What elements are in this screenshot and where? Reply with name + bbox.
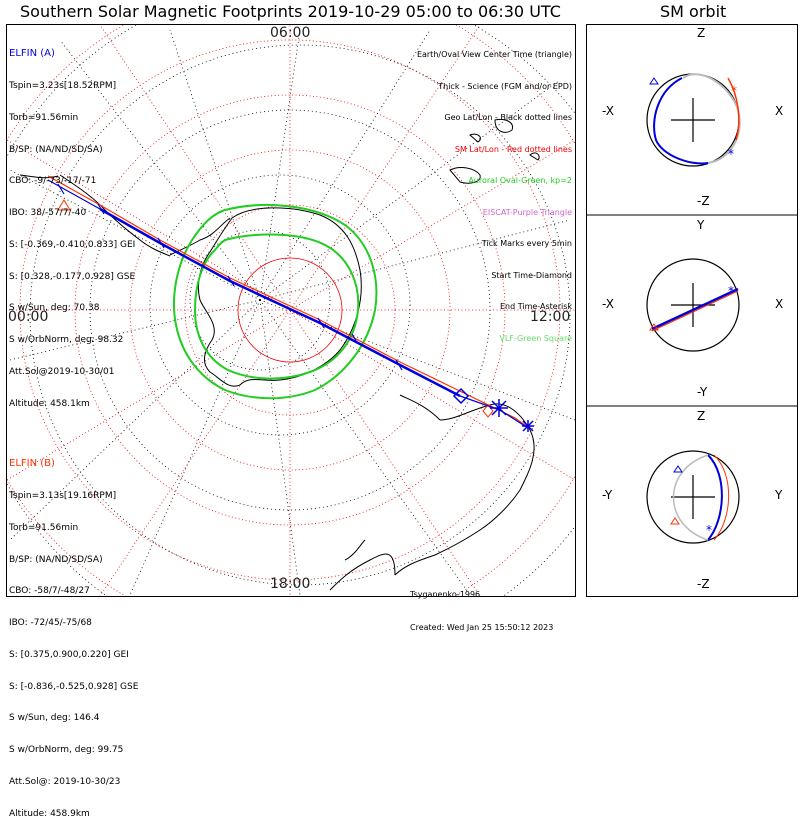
- orbit3-left-label: -Y: [602, 488, 613, 502]
- legend-item: Geo Lat/Lon - Black dotted lines: [444, 113, 572, 122]
- svg-text:*: *: [728, 147, 734, 161]
- orbit3-bottom-label: -Z: [697, 577, 710, 591]
- footprint-map: * * * *: [6, 24, 798, 597]
- elfin-b-info: ELFIN (B) Tspin=3.13s[19.16RPM] Torb=91.…: [9, 438, 138, 830]
- legend-item: Auroral Oval-Green, kp=2: [468, 176, 572, 185]
- hour-label-bottom: 18:00: [270, 576, 311, 592]
- elfin-b-line: Torb=91.56min: [9, 522, 79, 533]
- elfin-a-line: Att.Sol@2019-10-30/01: [9, 367, 115, 377]
- credit-author: Tsyganenko-1996: [410, 590, 481, 599]
- page-title: Southern Solar Magnetic Footprints 2019-…: [20, 2, 561, 21]
- legend-item: End Time-Asterisk: [499, 302, 572, 311]
- svg-text:*: *: [731, 84, 737, 98]
- orbit-panel-xz: * *: [646, 73, 741, 167]
- map-legend: Earth/Oval View Center Time (triangle) T…: [417, 29, 572, 355]
- elfin-b-markers: [57, 199, 494, 418]
- svg-text:*: *: [728, 284, 734, 298]
- orbit2-left-label: -X: [602, 297, 614, 311]
- elfin-a-line: CBO: -9/-73/-17/-71: [9, 176, 97, 187]
- legend-item: SM Lat/Lon - Red dotted lines: [454, 144, 572, 154]
- elfin-b-line: S w/Sun, deg: 146.4: [9, 713, 100, 724]
- elfin-a-name: ELFIN (A): [9, 48, 55, 60]
- orbit3-top-label: Z: [697, 409, 706, 423]
- legend-item: VLF-Green Square: [499, 333, 572, 343]
- elfin-a-line: S w/OrbNorm, deg: 98.32: [9, 335, 124, 346]
- elfin-a-ticks: [57, 183, 403, 371]
- legend-item: Tick Marks every 5min: [481, 239, 572, 248]
- elfin-a-line: Altitude: 458.1km: [9, 398, 90, 409]
- orbit-frame: [586, 24, 798, 597]
- orbit2-top-label: Y: [697, 218, 705, 232]
- elfin-b-line: Att.Sol@: 2019-10-30/23: [9, 777, 121, 787]
- elfin-a-line: Torb=91.56min: [9, 112, 79, 123]
- elfin-a-info: ELFIN (A) Tspin=3.23s[18.52RPM] Torb=91.…: [9, 28, 135, 420]
- elfin-b-line: Tspin=3.13s[19.16RPM]: [9, 490, 117, 501]
- orbit1-left-label: -X: [602, 104, 614, 118]
- orbit3-right-label: Y: [775, 488, 783, 502]
- svg-text:*: *: [706, 523, 712, 537]
- elfin-a-line: S: [0.328,-0.177,0.928] GSE: [9, 271, 136, 282]
- elfin-b-line: S w/OrbNorm, deg: 99.75: [9, 745, 124, 756]
- elfin-a-line: S w/Sun, deg: 70.38: [9, 303, 100, 314]
- orbit1-top-label: Z: [697, 26, 706, 40]
- elfin-a-line: IBO: 38/-57/7/-40: [9, 208, 87, 219]
- elfin-b-line: Altitude: 458.9km: [9, 808, 90, 819]
- orbit2-right-label: X: [775, 297, 784, 311]
- sm-grid: [7, 25, 575, 596]
- orbit1-bottom-label: -Z: [697, 194, 710, 208]
- elfin-b-name: ELFIN (B): [9, 458, 55, 470]
- hour-label-top: 06:00: [270, 25, 311, 41]
- elfin-b-line: S: [0.375,0.900,0.220] GEI: [9, 649, 129, 660]
- elfin-a-line: S: [-0.369,-0.410,0.833] GEI: [9, 239, 136, 250]
- orbit1-right-label: X: [775, 104, 784, 118]
- legend-item: EISCAT-Purple Triangle: [482, 207, 572, 217]
- hour-label-right: 12:00: [530, 309, 571, 325]
- auroral-oval: [173, 204, 378, 400]
- elfin-b-line: B/SP: (NA/ND/SD/SA): [9, 554, 103, 565]
- credit-block: Tsyganenko-1996 Created: Wed Jan 25 15:5…: [410, 567, 553, 644]
- legend-item: Start Time-Diamond: [491, 270, 572, 280]
- legend-item: Earth/Oval View Center Time (triangle): [416, 50, 572, 59]
- elfin-a-line: Tspin=3.23s[18.52RPM]: [9, 80, 117, 91]
- hour-label-left: 00:00: [8, 309, 49, 325]
- elfin-b-line: S: [-0.836,-0.525,0.928] GSE: [9, 681, 139, 692]
- elfin-a-markers: [452, 387, 534, 432]
- elfin-a-line: B/SP: (NA/ND/SD/SA): [9, 144, 103, 155]
- orbit-panel-yz: *: [646, 450, 740, 544]
- map-frame: [6, 24, 576, 597]
- credit-created: Created: Wed Jan 25 15:50:12 2023: [410, 623, 554, 632]
- elfin-b-line: CBO: -58/7/-48/27: [9, 586, 90, 597]
- elfin-b-line: IBO: -72/45/-75/68: [9, 618, 92, 629]
- legend-item: Thick - Science (FGM and/or EPD): [438, 81, 572, 91]
- orbit-panel-xy: *: [646, 258, 740, 352]
- orbit2-bottom-label: -Y: [697, 385, 708, 399]
- orbit-title: SM orbit: [660, 2, 727, 21]
